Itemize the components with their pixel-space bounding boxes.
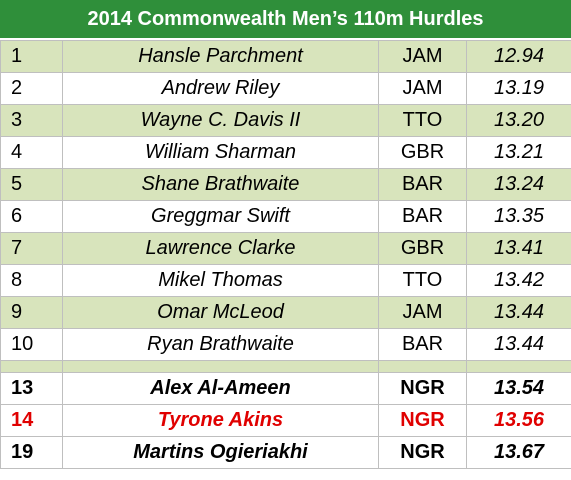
athlete-name: Lawrence Clarke <box>62 232 379 265</box>
result-row: 13 Alex Al-Ameen NGR 13.54 <box>0 372 571 405</box>
results-table: 1 Hansle Parchment JAM 12.94 2 Andrew Riley JA… <box>0 40 571 469</box>
result-row: 6 Greggmar Swift BAR 13.35 <box>0 200 571 233</box>
time-cell: 13.41 <box>466 232 571 265</box>
country-code: TTO <box>378 264 467 297</box>
result-row: 3 Wayne C. Davis II TTO 13.20 <box>0 104 571 137</box>
time-cell: 13.42 <box>466 264 571 297</box>
rank-cell: 3 <box>0 104 63 137</box>
athlete-name: Greggmar Swift <box>62 200 379 233</box>
result-row: 9 Omar McLeod JAM 13.44 <box>0 296 571 329</box>
rank-cell: 4 <box>0 136 63 169</box>
time-cell: 13.56 <box>466 404 571 437</box>
result-row: 5 Shane Brathwaite BAR 13.24 <box>0 168 571 201</box>
spacer-cell <box>62 360 379 373</box>
spacer-row <box>0 360 571 373</box>
athlete-name: Ryan Brathwaite <box>62 328 379 361</box>
rank-cell: 2 <box>0 72 63 105</box>
athlete-name: Martins Ogieriakhi <box>62 436 379 469</box>
athlete-name: Omar McLeod <box>62 296 379 329</box>
athlete-name: William Sharman <box>62 136 379 169</box>
athlete-name: Alex Al-Ameen <box>62 372 379 405</box>
time-cell: 13.19 <box>466 72 571 105</box>
athlete-name: Tyrone Akins <box>62 404 379 437</box>
time-cell: 13.21 <box>466 136 571 169</box>
time-cell: 13.20 <box>466 104 571 137</box>
athlete-name: Wayne C. Davis II <box>62 104 379 137</box>
athlete-name: Shane Brathwaite <box>62 168 379 201</box>
rank-cell: 8 <box>0 264 63 297</box>
country-code: JAM <box>378 296 467 329</box>
time-cell: 13.67 <box>466 436 571 469</box>
rank-cell: 5 <box>0 168 63 201</box>
result-row: 10 Ryan Brathwaite BAR 13.44 <box>0 328 571 361</box>
athlete-name: Andrew Riley <box>62 72 379 105</box>
rank-cell: 13 <box>0 372 63 405</box>
country-code: NGR <box>378 404 467 437</box>
result-row: 14 Tyrone Akins NGR 13.56 <box>0 404 571 437</box>
country-code: GBR <box>378 136 467 169</box>
time-cell: 13.54 <box>466 372 571 405</box>
country-code: BAR <box>378 200 467 233</box>
country-code: NGR <box>378 372 467 405</box>
time-cell: 13.35 <box>466 200 571 233</box>
time-cell: 13.44 <box>466 296 571 329</box>
rank-cell: 10 <box>0 328 63 361</box>
time-cell: 12.94 <box>466 40 571 73</box>
athlete-name: Mikel Thomas <box>62 264 379 297</box>
table-title: 2014 Commonwealth Men’s 110m Hurdles <box>0 0 571 40</box>
rank-cell: 6 <box>0 200 63 233</box>
rank-cell: 14 <box>0 404 63 437</box>
rank-cell: 1 <box>0 40 63 73</box>
spacer-cell <box>466 360 571 373</box>
time-cell: 13.24 <box>466 168 571 201</box>
country-code: JAM <box>378 72 467 105</box>
table-body: 1 Hansle Parchment JAM 12.94 2 Andrew Riley JA… <box>0 40 571 469</box>
athlete-name: Hansle Parchment <box>62 40 379 73</box>
result-row: 7 Lawrence Clarke GBR 13.41 <box>0 232 571 265</box>
time-cell: 13.44 <box>466 328 571 361</box>
country-code: JAM <box>378 40 467 73</box>
country-code: NGR <box>378 436 467 469</box>
rank-cell: 19 <box>0 436 63 469</box>
spacer-cell <box>378 360 467 373</box>
country-code: BAR <box>378 328 467 361</box>
result-row: 4 William Sharman GBR 13.21 <box>0 136 571 169</box>
result-row: 2 Andrew Riley JAM 13.19 <box>0 72 571 105</box>
rank-cell: 9 <box>0 296 63 329</box>
spacer-cell <box>0 360 63 373</box>
rank-cell: 7 <box>0 232 63 265</box>
result-row: 8 Mikel Thomas TTO 13.42 <box>0 264 571 297</box>
country-code: TTO <box>378 104 467 137</box>
result-row: 1 Hansle Parchment JAM 12.94 <box>0 40 571 73</box>
result-row: 19 Martins Ogieriakhi NGR 13.67 <box>0 436 571 469</box>
country-code: GBR <box>378 232 467 265</box>
country-code: BAR <box>378 168 467 201</box>
